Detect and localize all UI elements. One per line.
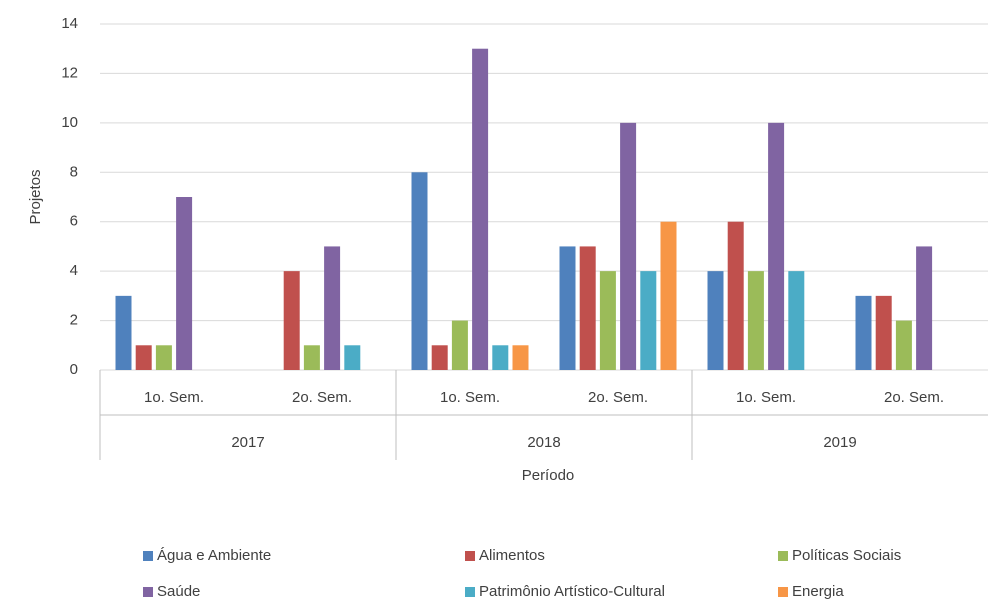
legend-label: Políticas Sociais bbox=[792, 547, 901, 564]
x-tick-label: 1o. Sem. bbox=[440, 389, 500, 406]
bar bbox=[895, 320, 912, 370]
bar bbox=[176, 197, 193, 370]
bar bbox=[640, 271, 657, 370]
legend-swatch bbox=[465, 551, 475, 561]
legend-label: Energia bbox=[792, 583, 844, 600]
x-tick-label: 2o. Sem. bbox=[588, 389, 648, 406]
legend-swatch bbox=[778, 551, 788, 561]
bar bbox=[135, 345, 152, 370]
legend-label: Patrimônio Artístico-Cultural bbox=[479, 583, 665, 600]
bar bbox=[559, 246, 576, 370]
x-tick-label: 1o. Sem. bbox=[144, 389, 204, 406]
y-tick-label: 2 bbox=[70, 312, 78, 329]
y-tick-label: 12 bbox=[61, 64, 78, 81]
bar bbox=[620, 122, 637, 370]
legend-swatch bbox=[778, 587, 788, 597]
x-tick-label: 1o. Sem. bbox=[736, 389, 796, 406]
bar bbox=[472, 48, 489, 370]
y-tick-label: 6 bbox=[70, 213, 78, 230]
bar bbox=[727, 221, 744, 370]
legend-label: Alimentos bbox=[479, 547, 545, 564]
legend-swatch bbox=[465, 587, 475, 597]
bar bbox=[599, 271, 616, 370]
legend-swatch bbox=[143, 551, 153, 561]
bar bbox=[344, 345, 361, 370]
group-label: 2017 bbox=[231, 434, 264, 451]
bar bbox=[579, 246, 596, 370]
y-tick-label: 14 bbox=[61, 15, 78, 32]
bar bbox=[707, 271, 724, 370]
legend-swatch bbox=[143, 587, 153, 597]
group-label: 2019 bbox=[823, 434, 856, 451]
bar bbox=[747, 271, 764, 370]
y-tick-label: 10 bbox=[61, 114, 78, 131]
legend-label: Saúde bbox=[157, 583, 200, 600]
bar bbox=[155, 345, 172, 370]
bar bbox=[916, 246, 933, 370]
bar bbox=[431, 345, 448, 370]
bar bbox=[660, 221, 677, 370]
group-label: 2018 bbox=[527, 434, 560, 451]
bar bbox=[411, 172, 428, 370]
bar bbox=[768, 122, 785, 370]
bar bbox=[303, 345, 320, 370]
bar bbox=[855, 295, 872, 370]
y-axis-title: Projetos bbox=[27, 169, 44, 224]
bar bbox=[115, 295, 132, 370]
x-tick-label: 2o. Sem. bbox=[292, 389, 352, 406]
bar bbox=[324, 246, 341, 370]
y-tick-label: 0 bbox=[70, 361, 78, 378]
y-tick-label: 4 bbox=[70, 262, 78, 279]
bar bbox=[875, 295, 892, 370]
bar bbox=[492, 345, 509, 370]
bar bbox=[512, 345, 529, 370]
bar bbox=[283, 271, 300, 370]
x-axis-title: Período bbox=[522, 467, 575, 484]
bar bbox=[788, 271, 805, 370]
legend-label: Água e Ambiente bbox=[157, 547, 271, 564]
y-tick-label: 8 bbox=[70, 163, 78, 180]
x-tick-label: 2o. Sem. bbox=[884, 389, 944, 406]
bar bbox=[451, 320, 468, 370]
